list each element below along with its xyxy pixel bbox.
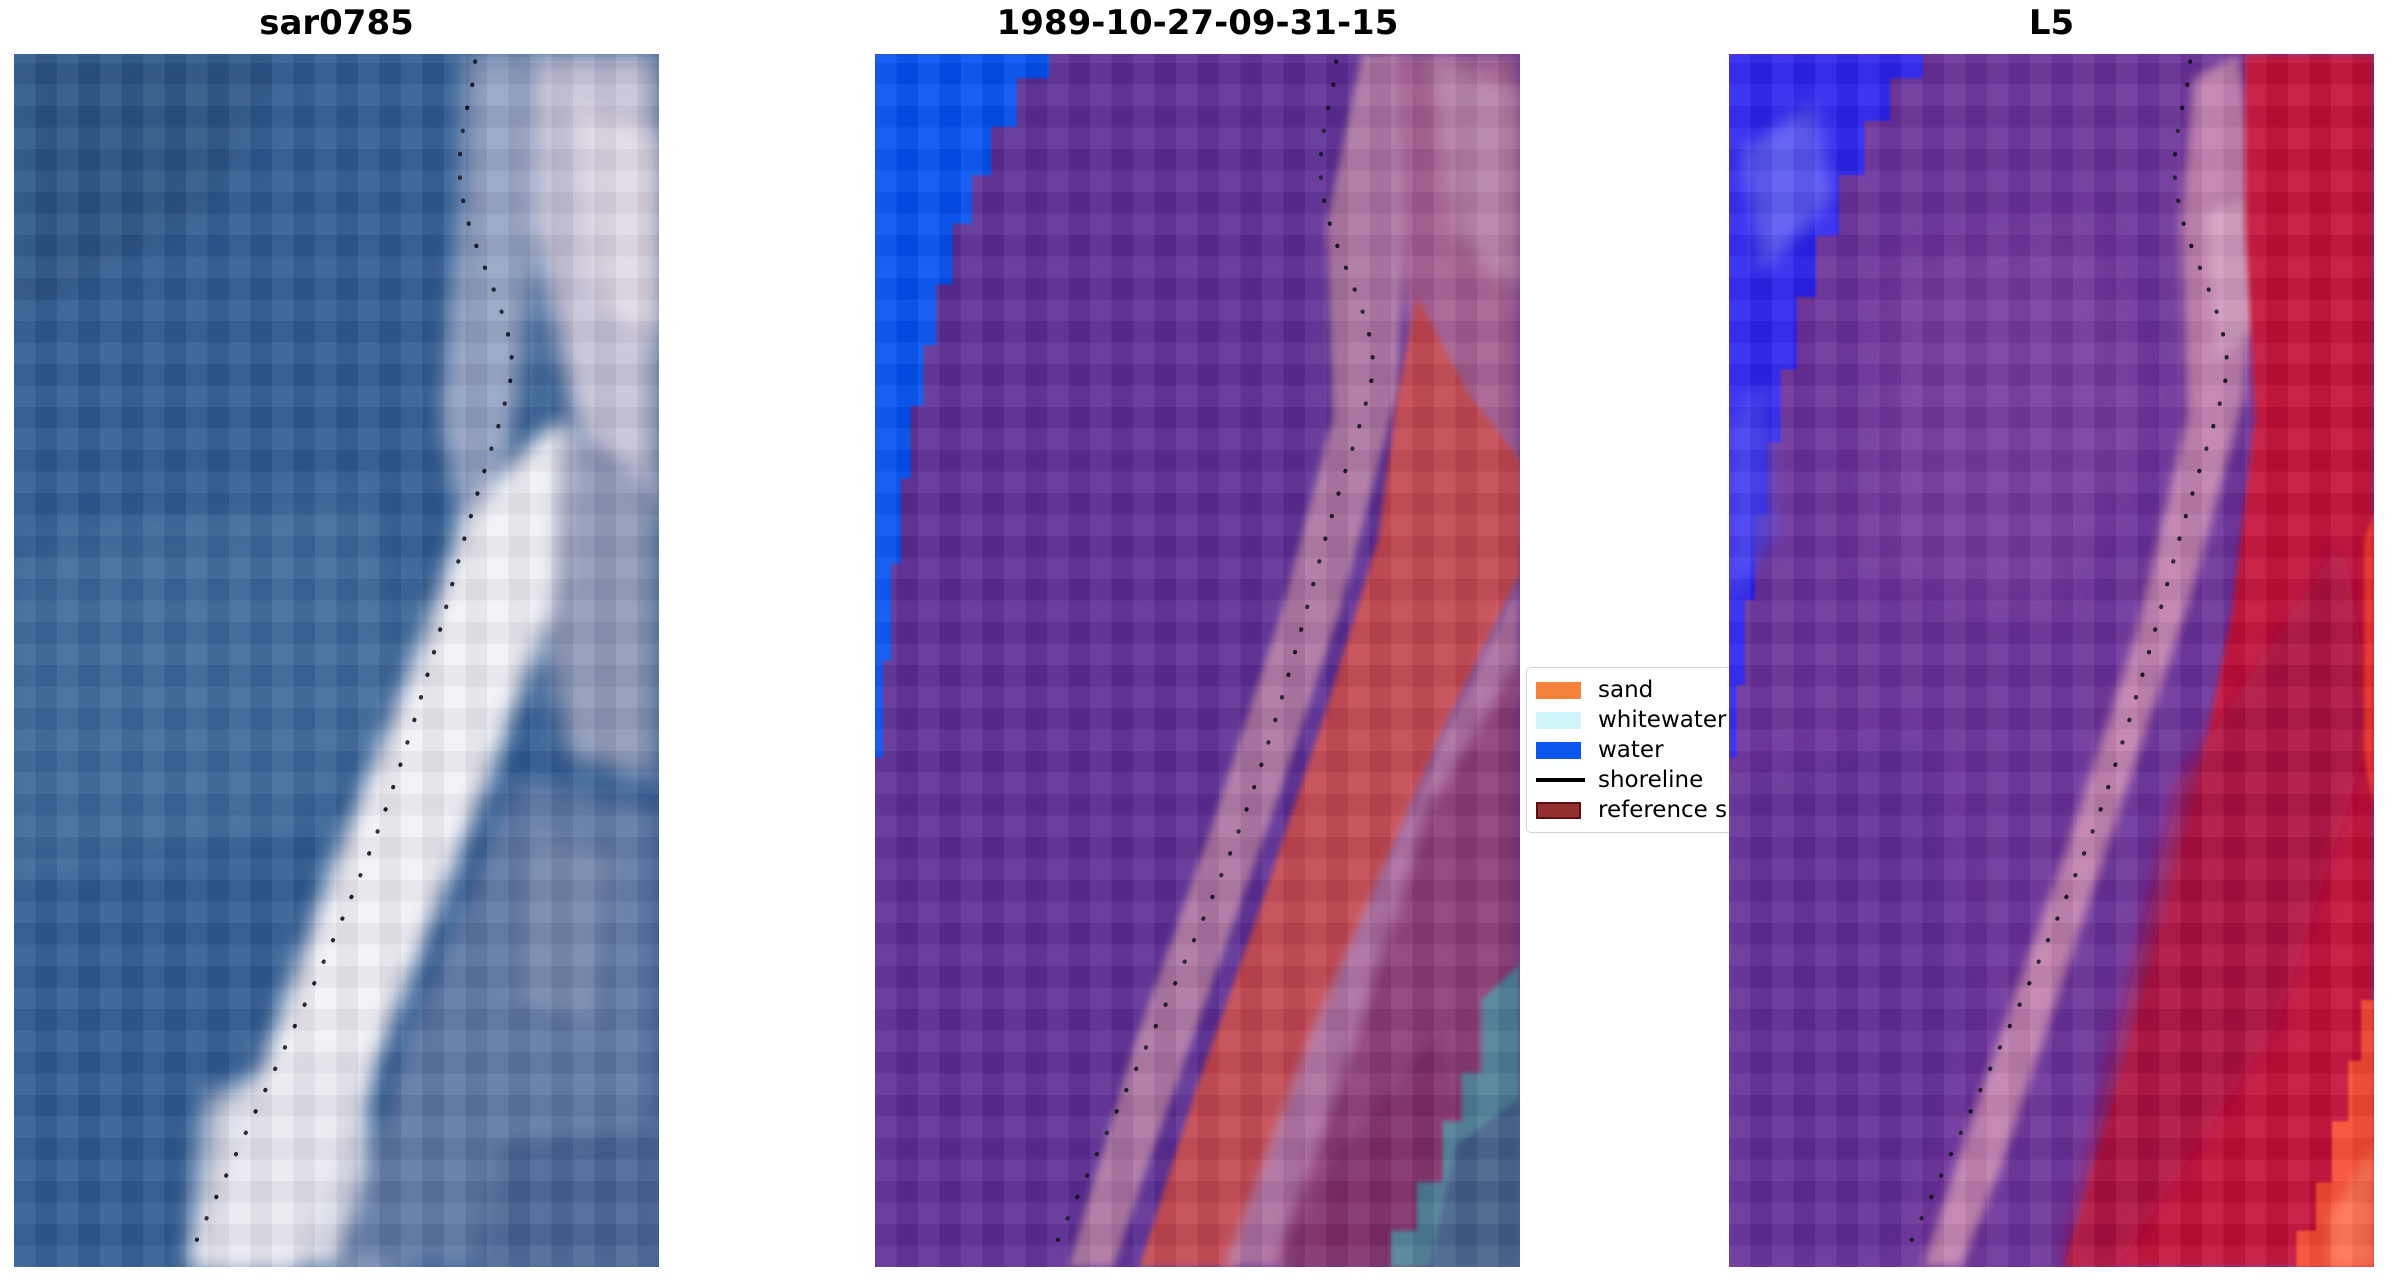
region-water-mid-patch	[1729, 381, 1775, 600]
region-water-wedge	[875, 54, 1050, 758]
region-pink-coastal-strip	[1068, 54, 1404, 1267]
legend-color-swatch	[1536, 711, 1581, 729]
panel-title-l5: L5	[2028, 3, 2075, 43]
region-ocean-light-mid	[14, 490, 414, 879]
region-surf-white-band	[194, 417, 569, 1267]
region-red-edge-sliver	[2364, 514, 2374, 807]
legend-entry-water: water	[1536, 735, 1791, 765]
legend-color-swatch	[1536, 801, 1581, 819]
classified-image	[875, 54, 1520, 1267]
region-mauve-light-corner	[1429, 54, 1520, 297]
legend-color-swatch	[1536, 741, 1581, 759]
panel-sar0785: sar0785	[14, 0, 659, 1283]
region-crimson-dark-center	[2064, 539, 2374, 1267]
region-slate-dark-corner	[478, 1121, 659, 1267]
region-pinkish-cloud	[575, 102, 659, 346]
region-slate-dark-corner	[1429, 1097, 1520, 1267]
region-nearshore-strip-top	[439, 54, 543, 564]
panel-title-sar0785: sar0785	[259, 3, 414, 43]
legend-entry-sand: sand	[1536, 675, 1791, 705]
l5-image	[1729, 54, 2374, 1267]
panel-title-date: 1989-10-27-09-31-15	[996, 3, 1399, 43]
region-pink-coastal-strip	[1922, 54, 2258, 1267]
region-magenta-lowerright	[1274, 660, 1520, 1267]
legend-label: sand	[1598, 677, 1654, 703]
legend-color-swatch	[1536, 681, 1581, 699]
panel-classified-1989: 1989-10-27-09-31-15	[875, 0, 1520, 1283]
legend-label: whitewater	[1598, 707, 1727, 733]
legend-label: shoreline	[1598, 767, 1704, 793]
legend-line-swatch	[1536, 778, 1585, 782]
legend-entry-whitewater: whitewater	[1536, 705, 1791, 735]
region-orange-light-patch	[2328, 1145, 2374, 1267]
region-purple-mottle-dark	[1729, 733, 1975, 1267]
legend-label: water	[1598, 737, 1664, 763]
region-pink-inland-strip	[1223, 575, 1520, 1267]
region-red-band	[1139, 296, 1520, 1267]
region-surf-white-bottom	[188, 1048, 401, 1267]
sar-image	[14, 54, 659, 1267]
region-water-light-patch	[1741, 102, 1833, 273]
region-purple-mottle-light	[1870, 223, 2149, 613]
region-slate-light-shape	[517, 830, 614, 1025]
legend-entry-shoreline: shoreline	[1536, 765, 1791, 795]
region-ocean-dark-topleft	[14, 54, 285, 321]
panel-l5: L5	[1729, 0, 2374, 1283]
